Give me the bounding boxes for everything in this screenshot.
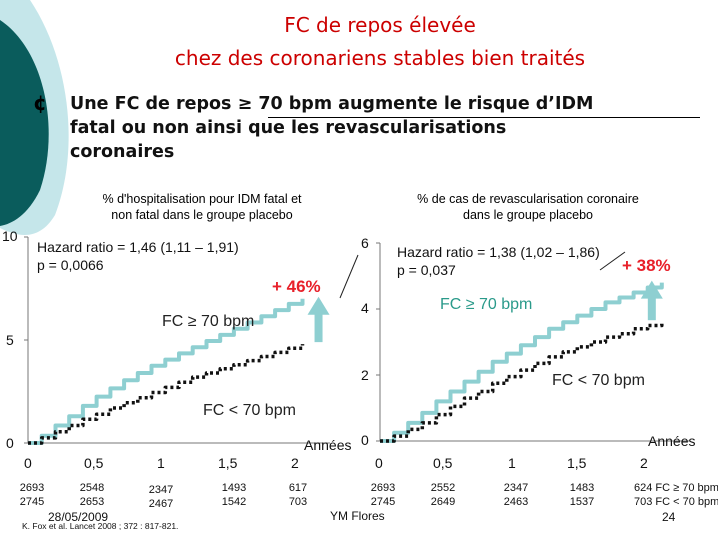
right-at-risk-bottom-1: 2649 <box>430 496 456 508</box>
bullet-line-3: coronaires <box>70 142 175 162</box>
left-hazard-ratio: Hazard ratio = 1,46 (1,11 – 1,91) p = 0,… <box>37 238 239 274</box>
right-y-tick-4: 4 <box>361 300 369 316</box>
footer-author: YM Flores <box>330 509 385 523</box>
left-at-risk-top-2: 2347 <box>148 484 174 496</box>
left-x-tick-05: 0,5 <box>84 455 104 471</box>
footer-reference: K. Fox et al. Lancet 2008 ; 372 : 817-82… <box>22 521 179 531</box>
deco-dark-shape <box>0 20 49 226</box>
axes-layer <box>24 236 690 444</box>
right-series-low-hr-line <box>380 322 664 443</box>
left-at-risk-top-3: 1493 <box>221 482 247 494</box>
right-x-tick-15: 1,5 <box>567 455 587 471</box>
right-at-risk-bottom-4: 703 FC < 70 bpm <box>634 496 718 508</box>
left-at-risk-bottom-4: 703 <box>288 496 308 508</box>
left-x-tick-1: 1 <box>157 455 165 471</box>
right-at-risk-top-2: 2347 <box>503 482 529 494</box>
left-increase-label: + 46% <box>272 277 321 296</box>
right-at-risk-col-1: 2552 2649 <box>427 481 459 509</box>
right-x-axis-label: Années <box>648 433 696 449</box>
page-number: 24 <box>662 510 676 524</box>
right-at-risk-col-4: 624 FC ≥ 70 bpm 703 FC < 70 bpm <box>634 481 718 509</box>
left-label-pointer <box>339 254 359 299</box>
left-series-high-hr-line <box>28 298 305 445</box>
right-x-tick-05: 0,5 <box>433 455 453 471</box>
right-at-risk-top-1: 2552 <box>430 482 456 494</box>
right-at-risk-top-0: 2693 <box>370 482 396 494</box>
right-y-tick-6: 6 <box>361 235 369 251</box>
right-at-risk-bottom-2: 2463 <box>503 496 529 508</box>
bullet-line-1: Une FC de repos ≥ 70 bpm augmente le ris… <box>70 94 594 114</box>
right-chart-caption: % de cas de revascularisation coronaire … <box>378 191 678 223</box>
right-hr-line-1: Hazard ratio = 1,38 (1,02 – 1,86) <box>397 244 600 260</box>
right-at-risk-top-3: 1483 <box>569 482 595 494</box>
underline-rule <box>268 117 700 118</box>
series-layer <box>28 282 664 445</box>
left-y-tick-10: 10 <box>2 228 18 244</box>
right-at-risk-top-4: 624 FC ≥ 70 bpm <box>634 482 718 494</box>
right-at-risk-col-0: 2693 2745 <box>367 481 399 509</box>
bullet-text: Une FC de repos ≥ 70 bpm augmente le ris… <box>70 92 700 164</box>
right-x-tick-1: 1 <box>508 455 516 471</box>
right-x-tick-2: 2 <box>640 455 648 471</box>
left-series-low-hr-line <box>28 344 305 445</box>
left-y-tick-5: 5 <box>6 332 14 348</box>
left-at-risk-col-1: 2548 2653 <box>76 481 108 509</box>
right-arrow-head <box>640 280 663 299</box>
right-y-tick-0: 0 <box>361 432 369 448</box>
left-hr-line-2: p = 0,0066 <box>37 257 104 273</box>
left-x-axis-label: Années <box>304 437 352 453</box>
left-y-tick-0: 0 <box>6 435 14 451</box>
left-at-risk-col-2: 2347 2467 <box>145 483 177 511</box>
left-at-risk-bottom-1: 2653 <box>79 496 105 508</box>
left-at-risk-col-0: 2693 2745 <box>16 481 48 509</box>
left-x-tick-0: 0 <box>24 455 32 471</box>
right-series-high-label: FC ≥ 70 bpm <box>440 296 533 313</box>
right-series-high-hr-line <box>380 282 664 443</box>
left-caption-line-1: % d'hospitalisation pour IDM fatal et <box>102 192 302 206</box>
footer-date: 28/05/2009 <box>48 510 109 524</box>
right-at-risk-col-3: 1483 1537 <box>566 481 598 509</box>
right-at-risk-col-2: 2347 2463 <box>500 481 532 509</box>
left-hr-line-1: Hazard ratio = 1,46 (1,11 – 1,91) <box>37 239 239 255</box>
right-increase-label: + 38% <box>622 256 671 275</box>
page-subtitle: chez des coronariens stables bien traité… <box>174 46 586 70</box>
left-at-risk-top-0: 2693 <box>19 482 45 494</box>
left-at-risk-bottom-3: 1542 <box>221 496 247 508</box>
bullet-line-2: fatal ou non ainsi que les revascularisa… <box>70 118 507 138</box>
right-label-pointer <box>599 251 626 271</box>
right-at-risk-bottom-0: 2745 <box>370 496 396 508</box>
right-hr-line-2: p = 0,037 <box>397 262 456 278</box>
right-caption-line-2: dans le groupe placebo <box>463 208 593 222</box>
right-at-risk-bottom-3: 1537 <box>569 496 595 508</box>
left-x-tick-2: 2 <box>291 455 299 471</box>
page-title: FC de repos élevée <box>284 13 476 37</box>
left-x-tick-15: 1,5 <box>218 455 238 471</box>
left-at-risk-top-1: 2548 <box>79 482 105 494</box>
right-hazard-ratio: Hazard ratio = 1,38 (1,02 – 1,86) p = 0,… <box>397 243 600 279</box>
left-at-risk-col-3: 1493 1542 <box>218 481 250 509</box>
bullet-icon: ¢ <box>33 91 47 115</box>
left-series-high-label: FC ≥ 70 bpm <box>162 313 255 330</box>
right-x-tick-0: 0 <box>375 455 383 471</box>
left-at-risk-bottom-0: 2745 <box>19 496 45 508</box>
right-y-tick-2: 2 <box>361 367 369 383</box>
left-arrow-head <box>307 296 330 315</box>
right-series-low-label: FC < 70 bpm <box>552 372 645 389</box>
left-chart-caption: % d'hospitalisation pour IDM fatal et no… <box>62 191 342 223</box>
left-series-low-label: FC < 70 bpm <box>203 402 296 419</box>
left-at-risk-col-4: 617 703 <box>282 481 314 509</box>
left-at-risk-bottom-2: 2467 <box>148 498 174 510</box>
left-caption-line-2: non fatal dans le groupe placebo <box>111 208 293 222</box>
left-at-risk-top-4: 617 <box>288 482 308 494</box>
right-caption-line-1: % de cas de revascularisation coronaire <box>417 192 639 206</box>
